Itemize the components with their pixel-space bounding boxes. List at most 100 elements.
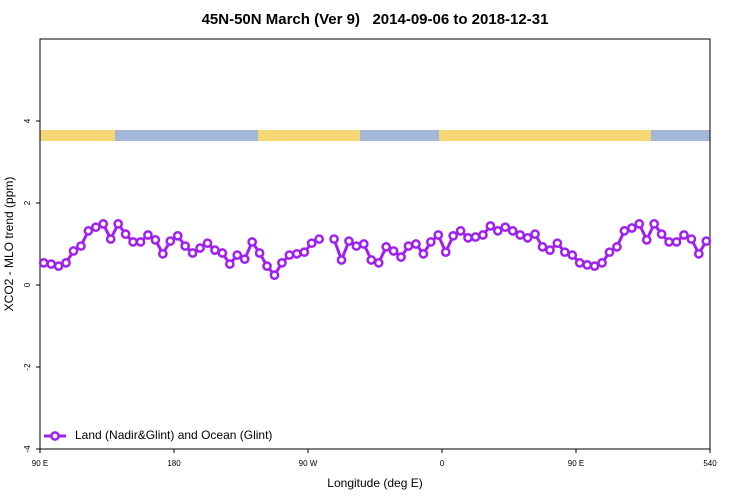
data-point bbox=[247, 237, 258, 247]
data-point bbox=[232, 250, 243, 260]
data-point bbox=[120, 229, 131, 240]
data-point bbox=[470, 232, 481, 242]
data-point bbox=[202, 238, 213, 249]
data-point bbox=[381, 242, 392, 252]
legend-label: Land (Nadir&Glint) and Ocean (Glint) bbox=[75, 428, 272, 442]
data-point bbox=[604, 247, 615, 258]
data-point bbox=[530, 229, 540, 240]
data-point bbox=[388, 246, 399, 256]
data-point bbox=[701, 236, 712, 246]
chart-title: 45N-50N March (Ver 9) 2014-09-06 to 2018… bbox=[202, 11, 549, 28]
data-point bbox=[195, 243, 205, 253]
data-point bbox=[53, 261, 64, 271]
ocean-band bbox=[360, 130, 439, 141]
data-point bbox=[664, 237, 674, 247]
data-point bbox=[433, 230, 444, 240]
land-band bbox=[40, 130, 115, 141]
data-point bbox=[180, 241, 191, 251]
data-point bbox=[545, 245, 555, 255]
data-point bbox=[500, 222, 511, 233]
data-point bbox=[336, 255, 347, 265]
x-tick-label: 90 E bbox=[568, 459, 584, 468]
y-tick-label: 2 bbox=[23, 200, 32, 205]
land-ocean-strip bbox=[40, 130, 710, 141]
data-point bbox=[656, 229, 667, 240]
data-point bbox=[165, 236, 176, 246]
data-point bbox=[210, 245, 220, 255]
data-point bbox=[46, 259, 57, 269]
data-point bbox=[552, 238, 563, 249]
y-axis-label: XCO2 - MLO trend (ppm) bbox=[2, 177, 16, 312]
data-point bbox=[291, 248, 302, 259]
data-point bbox=[559, 247, 570, 258]
data-point bbox=[485, 221, 496, 231]
data-point bbox=[478, 230, 488, 240]
data-point bbox=[537, 242, 548, 252]
data-point bbox=[686, 234, 697, 244]
data-point bbox=[217, 248, 228, 258]
land-band bbox=[258, 130, 360, 141]
data-point bbox=[634, 219, 645, 229]
data-point bbox=[128, 237, 138, 247]
data-point bbox=[373, 258, 384, 268]
data-point bbox=[455, 226, 466, 236]
data-point bbox=[224, 259, 235, 269]
data-point bbox=[143, 230, 153, 240]
data-point bbox=[314, 234, 325, 244]
data-point bbox=[351, 241, 362, 251]
data-point bbox=[411, 239, 421, 249]
data-point bbox=[589, 261, 600, 271]
data-point bbox=[135, 237, 146, 247]
data-point bbox=[463, 233, 473, 243]
data-point bbox=[262, 261, 272, 271]
data-point bbox=[150, 235, 161, 245]
data-point bbox=[172, 230, 183, 241]
x-tick-label: 540 bbox=[703, 459, 717, 468]
land-band bbox=[439, 130, 651, 141]
data-point bbox=[612, 242, 622, 252]
data-point bbox=[269, 270, 280, 281]
y-tick-label: -2 bbox=[23, 363, 32, 371]
data-point bbox=[582, 260, 593, 270]
data-point bbox=[574, 258, 585, 268]
y-tick-label: -4 bbox=[23, 445, 32, 453]
data-point bbox=[254, 248, 265, 258]
data-point bbox=[522, 233, 533, 243]
data-point bbox=[679, 230, 689, 240]
data-point bbox=[440, 247, 451, 258]
data-point bbox=[344, 236, 354, 246]
data-point bbox=[507, 226, 518, 236]
data-point bbox=[38, 258, 49, 268]
y-tick-label: 4 bbox=[23, 118, 32, 123]
data-point bbox=[671, 237, 682, 247]
data-point bbox=[98, 219, 109, 229]
x-axis-label: Longitude (deg E) bbox=[327, 476, 422, 490]
x-tick-label: 180 bbox=[167, 459, 181, 468]
data-point bbox=[329, 234, 339, 244]
data-point bbox=[83, 226, 94, 236]
data-point bbox=[418, 248, 429, 259]
data-point bbox=[693, 248, 704, 259]
data-point bbox=[366, 255, 377, 265]
data-point bbox=[187, 248, 198, 258]
data-point bbox=[641, 235, 652, 245]
data-point bbox=[649, 219, 660, 229]
data-point bbox=[61, 258, 71, 268]
data-point bbox=[626, 223, 637, 233]
data-point bbox=[76, 241, 86, 251]
data-point bbox=[597, 258, 607, 268]
data-point bbox=[403, 241, 414, 251]
data-point bbox=[306, 238, 317, 249]
data-point bbox=[284, 250, 295, 260]
data-point bbox=[448, 230, 459, 241]
x-tick-label: 0 bbox=[440, 459, 445, 468]
data-point bbox=[239, 254, 250, 265]
data-point bbox=[277, 258, 287, 268]
data-point bbox=[68, 246, 79, 256]
data-point bbox=[90, 222, 101, 233]
data-point bbox=[567, 250, 578, 260]
data-point bbox=[105, 234, 116, 244]
ocean-band bbox=[115, 130, 258, 141]
